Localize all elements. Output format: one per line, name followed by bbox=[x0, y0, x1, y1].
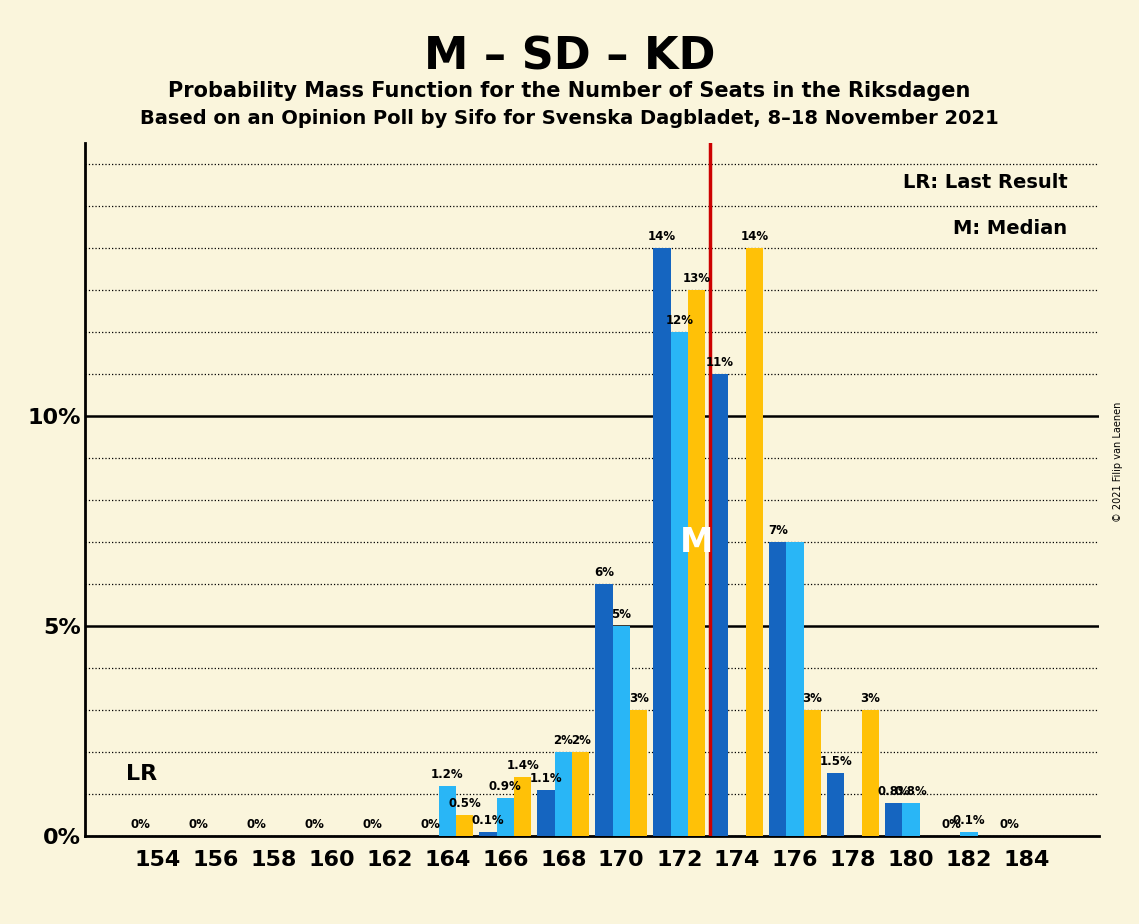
Text: Probability Mass Function for the Number of Seats in the Riksdagen: Probability Mass Function for the Number… bbox=[169, 81, 970, 102]
Text: Based on an Opinion Poll by Sifo for Svenska Dagbladet, 8–18 November 2021: Based on an Opinion Poll by Sifo for Sve… bbox=[140, 109, 999, 128]
Bar bbox=[804, 711, 821, 836]
Bar bbox=[439, 785, 456, 836]
Text: 3%: 3% bbox=[803, 692, 822, 705]
Bar bbox=[862, 711, 879, 836]
Text: LR: Last Result: LR: Last Result bbox=[903, 173, 1067, 191]
Text: 0%: 0% bbox=[188, 818, 208, 832]
Text: 14%: 14% bbox=[648, 230, 675, 243]
Bar bbox=[514, 777, 532, 836]
Text: 13%: 13% bbox=[682, 273, 711, 286]
Text: 0%: 0% bbox=[304, 818, 323, 832]
Text: 5%: 5% bbox=[612, 608, 631, 621]
Text: 0.1%: 0.1% bbox=[952, 814, 985, 827]
Text: M – SD – KD: M – SD – KD bbox=[424, 35, 715, 79]
Bar bbox=[653, 249, 671, 836]
Text: 0%: 0% bbox=[246, 818, 267, 832]
Text: 11%: 11% bbox=[706, 356, 734, 370]
Text: 0.8%: 0.8% bbox=[877, 784, 910, 797]
Text: 0.1%: 0.1% bbox=[472, 814, 505, 827]
Bar bbox=[746, 249, 763, 836]
Text: 3%: 3% bbox=[861, 692, 880, 705]
Text: 1.2%: 1.2% bbox=[431, 768, 464, 781]
Text: 1.5%: 1.5% bbox=[819, 755, 852, 768]
Text: 0.5%: 0.5% bbox=[449, 797, 481, 810]
Bar bbox=[902, 803, 920, 836]
Bar bbox=[613, 626, 630, 836]
Bar bbox=[885, 803, 902, 836]
Text: M: Median: M: Median bbox=[953, 219, 1067, 237]
Bar bbox=[572, 752, 589, 836]
Text: © 2021 Filip van Laenen: © 2021 Filip van Laenen bbox=[1114, 402, 1123, 522]
Text: 6%: 6% bbox=[593, 566, 614, 579]
Text: 1.4%: 1.4% bbox=[507, 760, 539, 772]
Bar bbox=[671, 333, 688, 836]
Text: 12%: 12% bbox=[665, 314, 694, 327]
Bar bbox=[960, 832, 977, 836]
Bar bbox=[480, 832, 497, 836]
Bar bbox=[711, 374, 729, 836]
Bar bbox=[786, 542, 804, 836]
Text: 0.8%: 0.8% bbox=[894, 784, 927, 797]
Text: 14%: 14% bbox=[740, 230, 769, 243]
Text: 0%: 0% bbox=[362, 818, 382, 832]
Bar bbox=[596, 584, 613, 836]
Bar bbox=[630, 711, 647, 836]
Bar bbox=[456, 815, 474, 836]
Bar bbox=[769, 542, 786, 836]
Text: 0%: 0% bbox=[420, 818, 440, 832]
Bar bbox=[827, 773, 844, 836]
Text: 7%: 7% bbox=[768, 524, 788, 537]
Text: M: M bbox=[680, 526, 713, 559]
Bar bbox=[538, 790, 555, 836]
Text: 2%: 2% bbox=[571, 735, 591, 748]
Bar bbox=[688, 290, 705, 836]
Text: 0.9%: 0.9% bbox=[489, 781, 522, 794]
Text: 3%: 3% bbox=[629, 692, 648, 705]
Text: 0%: 0% bbox=[130, 818, 150, 832]
Bar bbox=[497, 798, 514, 836]
Text: 1.1%: 1.1% bbox=[530, 772, 563, 785]
Text: 2%: 2% bbox=[554, 735, 573, 748]
Text: 0%: 0% bbox=[942, 818, 961, 832]
Text: LR: LR bbox=[125, 763, 157, 784]
Bar bbox=[555, 752, 572, 836]
Text: 0%: 0% bbox=[1000, 818, 1019, 832]
